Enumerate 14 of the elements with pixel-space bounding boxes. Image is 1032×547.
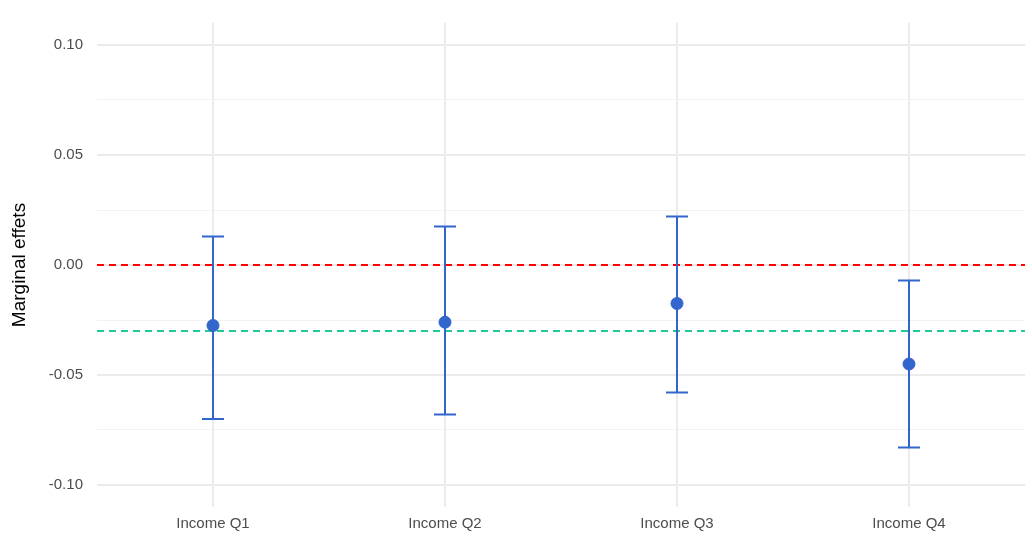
x-tick-label: Income Q3: [640, 514, 714, 532]
y-tick-label: 0.10: [53, 35, 83, 53]
x-tick-label: Income Q1: [176, 514, 250, 532]
x-tick-label: Income Q2: [408, 514, 482, 532]
x-tick-label: Income Q4: [872, 514, 946, 532]
point: [206, 319, 220, 332]
y-tick-label: 0.00: [53, 255, 83, 273]
y-axis-title: Marginal effets: [7, 202, 29, 328]
point: [670, 297, 684, 310]
y-tick-label: -0.05: [48, 365, 83, 383]
y-tick-label: -0.10: [48, 475, 83, 493]
point: [902, 357, 916, 371]
y-tick-label: 0.05: [53, 145, 83, 163]
point: [438, 315, 452, 329]
